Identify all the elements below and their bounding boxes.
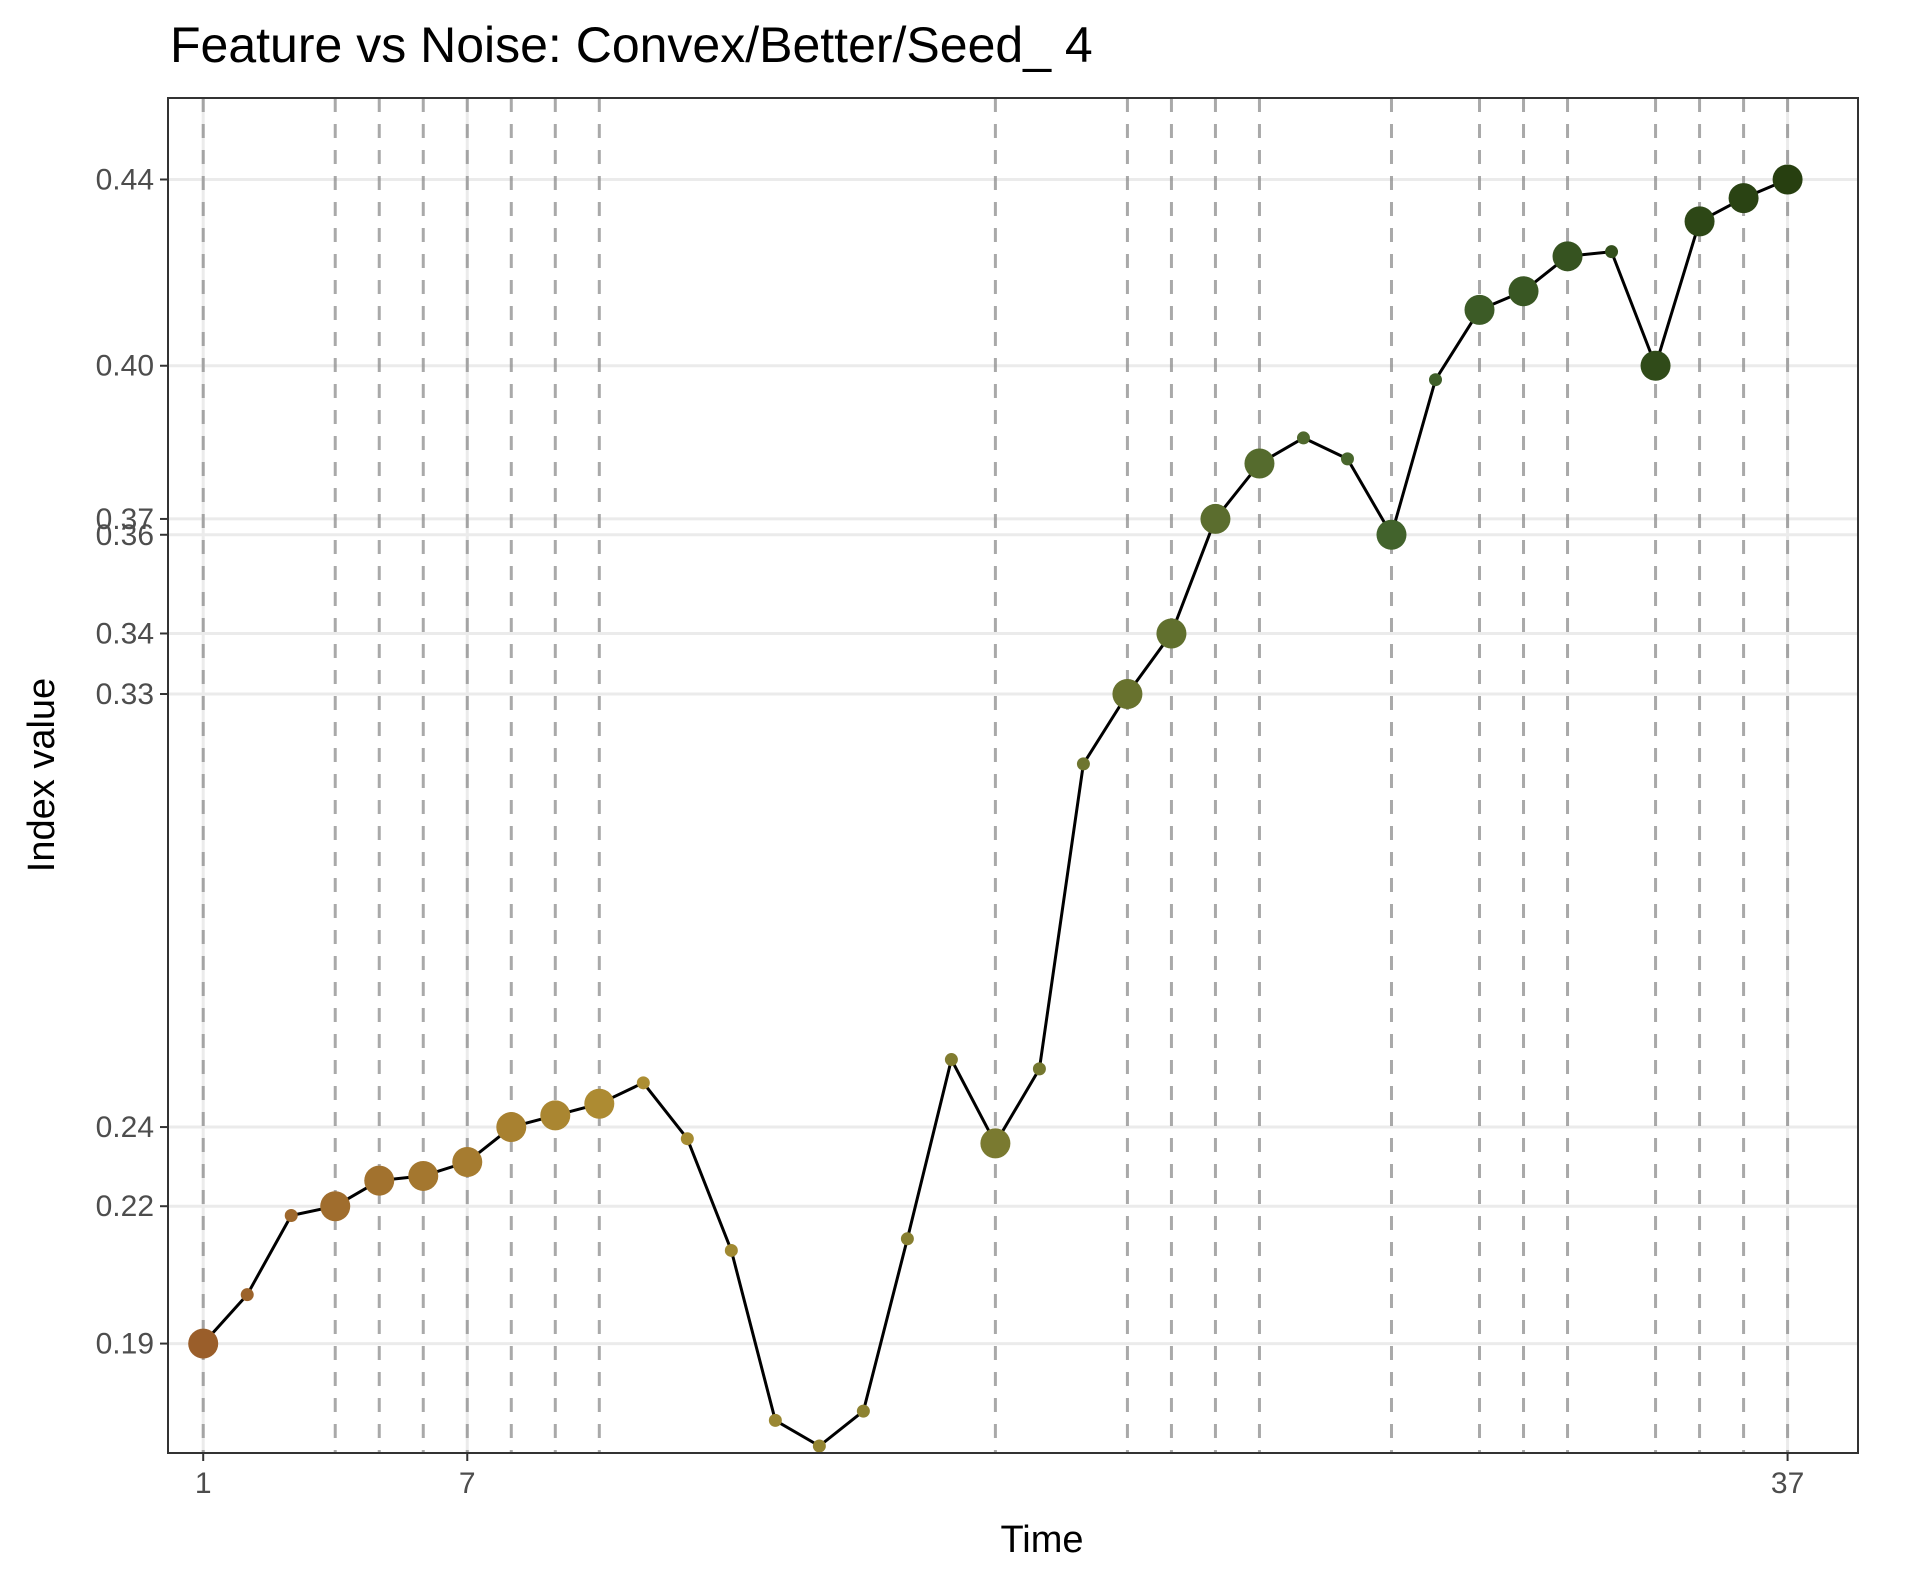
data-point	[1296, 431, 1310, 445]
y-tick-label: 0.24	[96, 1111, 154, 1144]
data-point	[1464, 294, 1495, 325]
data-point	[408, 1160, 439, 1191]
y-tick-label: 0.40	[96, 350, 154, 383]
plot-area	[168, 98, 1858, 1453]
data-point	[1552, 241, 1583, 272]
data-point	[320, 1191, 351, 1222]
data-point	[1640, 350, 1671, 381]
panel-border	[167, 97, 1859, 1454]
data-point	[1684, 206, 1715, 237]
data-point	[584, 1088, 615, 1119]
data-point	[1076, 757, 1090, 771]
x-tick-label: 7	[459, 1467, 476, 1500]
x-axis: 1 7 37	[195, 1453, 1804, 1500]
data-point	[768, 1413, 782, 1427]
chart-title: Feature vs Noise: Convex/Better/Seed_ 4	[170, 17, 1093, 73]
data-point	[1244, 448, 1275, 479]
data-point	[980, 1128, 1011, 1159]
y-tick-label: 0.33	[96, 678, 154, 711]
y-axis: 0.19 0.22 0.24 0.33 0.34 0.360.37 0.40 0.44	[96, 163, 168, 1361]
data-point	[1376, 519, 1407, 550]
data-point	[636, 1076, 650, 1090]
data-point	[540, 1100, 571, 1131]
data-point	[1340, 452, 1354, 466]
data-point	[900, 1232, 914, 1246]
data-point	[944, 1053, 958, 1067]
x-tick-label: 1	[195, 1467, 212, 1500]
y-tick-label: 0.19	[96, 1328, 154, 1361]
x-tick-label: 37	[1771, 1467, 1804, 1500]
y-tick-label: 0.36	[96, 519, 154, 552]
y-tick-label: 0.37	[96, 503, 154, 536]
data-point	[240, 1288, 254, 1302]
data-point	[1508, 276, 1539, 307]
data-point	[1156, 618, 1187, 649]
data-point	[724, 1243, 738, 1257]
data-points	[188, 164, 1803, 1453]
data-point	[452, 1146, 483, 1177]
data-point	[856, 1404, 870, 1418]
data-point	[1728, 183, 1759, 214]
data-point	[496, 1112, 527, 1143]
data-point	[284, 1209, 298, 1223]
vertical-reference-lines	[201, 98, 1790, 1453]
data-point	[1032, 1062, 1046, 1076]
y-tick-label: 0.44	[96, 163, 154, 196]
data-point	[1605, 245, 1619, 259]
plot-background	[168, 98, 1858, 1453]
data-point	[680, 1132, 694, 1146]
data-point	[812, 1439, 826, 1453]
data-point	[1429, 373, 1442, 387]
y-tick-label: 0.22	[96, 1190, 154, 1223]
data-point	[188, 1328, 219, 1359]
y-tick-label: 0.34	[96, 617, 154, 650]
x-axis-title: Time	[1000, 1519, 1083, 1561]
y-axis-title: Index value	[21, 678, 63, 872]
data-point	[1112, 679, 1143, 710]
plot-frame	[167, 97, 1859, 1454]
data-point	[1200, 503, 1231, 534]
data-point	[1772, 164, 1803, 195]
data-point	[364, 1165, 395, 1196]
